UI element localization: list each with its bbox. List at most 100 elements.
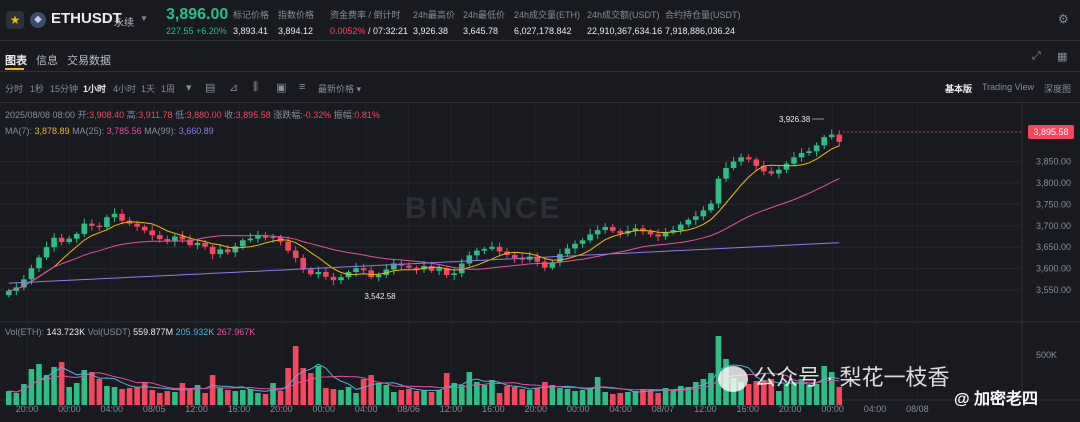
view-basic[interactable]: 基本版 <box>945 84 973 94</box>
time-tick-label: 00:00 <box>567 404 590 414</box>
timeframe-1d[interactable]: 1天 <box>141 84 156 94</box>
last-price: 3,896.00 <box>166 6 229 23</box>
high-annotation: 3,926.38 <box>779 115 811 124</box>
candle-body <box>783 163 790 170</box>
volume-bar <box>330 389 337 405</box>
volume-bar <box>768 379 775 405</box>
vol-ma1-value: 205.932K <box>175 327 215 337</box>
timeframe-1w[interactable]: 1周 <box>161 84 176 94</box>
vol-usdt-label: Vol(USDT) <box>87 327 131 337</box>
candle-body <box>715 178 722 204</box>
symbol-dropdown-icon[interactable]: ▼ <box>140 14 148 23</box>
candle-body <box>217 249 223 255</box>
candle-body <box>489 246 495 249</box>
favorite-star-icon[interactable]: ★ <box>6 11 24 29</box>
volume-bar <box>428 392 435 405</box>
candle-body <box>828 134 835 138</box>
stat-value: 3,893.41 <box>233 26 269 36</box>
candle-body <box>141 226 148 231</box>
candle-style-icon[interactable]: ⫼ <box>253 81 259 93</box>
time-tick-label: 04:00 <box>355 404 378 414</box>
volume-bar <box>307 373 314 405</box>
volume-tick-label: 500K <box>1036 350 1057 360</box>
candle-body <box>353 268 359 273</box>
ma7-label: MA(7): <box>5 126 32 136</box>
volume-bar <box>655 393 661 405</box>
time-tick-label: 20:00 <box>16 404 39 414</box>
volume-bar <box>141 382 148 405</box>
candle-body <box>708 203 714 211</box>
candle-body <box>662 232 669 237</box>
candle-body <box>270 236 276 238</box>
volume-bar <box>5 391 12 405</box>
timeframe-dropdown-icon[interactable]: ▾ <box>186 82 192 94</box>
funding-rate-value: 0.0052% <box>330 26 366 36</box>
time-tick-label: 16:00 <box>482 404 505 414</box>
volume-bar <box>285 368 291 405</box>
layout-icon[interactable]: ▣ <box>276 82 287 94</box>
ma25-value: 3,785.56 <box>106 126 142 136</box>
tab-info[interactable]: 信息 <box>36 55 58 67</box>
candle-body <box>21 279 27 288</box>
view-depth[interactable]: 深度图 <box>1044 84 1072 94</box>
timeframe-1h[interactable]: 1小时 <box>83 84 107 94</box>
volume-bar <box>202 393 208 405</box>
high-value: 3,911.78 <box>138 110 173 120</box>
drawing-tools-icon[interactable]: ≡ <box>299 81 306 93</box>
volume-ma2-line <box>8 372 840 393</box>
chart-toolbar: 分时 1秒 15分钟 1小时 4小时 1天 1周 ▾ ▤ ⊿ ⫼ ▣ ≡ 最新价… <box>0 72 1080 103</box>
stat-label: 24h成交额(USDT) <box>587 10 660 20</box>
volume-bar <box>81 370 88 405</box>
volume-bar <box>338 390 344 405</box>
timeframe-time[interactable]: 分时 <box>5 84 24 94</box>
grid-layout-icon[interactable]: ▦ <box>1057 51 1068 63</box>
time-tick-label: 08/05 <box>143 404 166 414</box>
candle-body <box>73 233 80 239</box>
price-type-select[interactable]: 最新价格 ▾ <box>318 82 361 95</box>
candle-body <box>534 256 541 262</box>
volume-bar <box>806 385 812 405</box>
timeframe-4h[interactable]: 4小时 <box>113 84 137 94</box>
volume-bar <box>511 387 518 405</box>
volume-bar <box>111 387 118 405</box>
tab-trading-data[interactable]: 交易数据 <box>67 55 111 67</box>
stat-open-interest: 合约持仓量(USDT) 7,918,886,036.24 <box>665 8 741 36</box>
tab-chart[interactable]: 图表 <box>5 55 27 67</box>
chart-grid <box>0 102 1080 401</box>
time-tick-label: 04:00 <box>864 404 887 414</box>
candle-body <box>677 224 684 231</box>
volume-bar <box>542 382 548 405</box>
candle-body <box>300 257 307 270</box>
ma-legend: MA(7): 3,878.89 MA(25): 3,785.56 MA(99):… <box>5 126 214 136</box>
symbol-name[interactable]: ETHUSDT <box>51 10 122 27</box>
view-tradingview[interactable]: Trading View <box>982 82 1035 92</box>
candle-body <box>496 246 503 252</box>
ethereum-coin-icon: ◆ <box>30 12 46 28</box>
volume-bar <box>632 391 639 405</box>
expand-icon[interactable]: ⤢ <box>1032 50 1041 62</box>
indicator-icon[interactable]: ⊿ <box>229 82 239 94</box>
wechat-watermark-text: 公众号 · 梨花一枝香 <box>754 365 950 390</box>
volume-bar <box>315 366 322 405</box>
timeframe-15m[interactable]: 15分钟 <box>50 84 79 94</box>
volume-bar <box>247 389 254 405</box>
stat-24h-turnover: 24h成交额(USDT) 22,910,367,634.16 <box>587 8 662 36</box>
time-tick-label: 08/06 <box>397 404 420 414</box>
volume-bar <box>179 383 186 405</box>
change-value: -0.32% <box>302 110 332 120</box>
timeframe-1s[interactable]: 1秒 <box>30 84 45 94</box>
calendar-icon[interactable]: ▤ <box>205 82 216 94</box>
volume-bar <box>406 389 412 405</box>
volume-bar <box>194 385 201 405</box>
settings-icon[interactable]: ⚙ <box>1058 12 1069 26</box>
stat-value: 3,645.78 <box>463 26 499 36</box>
volume-bar <box>232 391 239 405</box>
volume-legend: Vol(ETH): 143.723K Vol(USDT) 559.877M 20… <box>5 327 255 337</box>
axis-labels: 3,550.00 3,600.00 3,650.00 3,700.00 3,750.00… <box>16 115 1071 414</box>
volume-bar <box>526 390 533 405</box>
time-tick-label: 08/07 <box>652 404 675 414</box>
candle-body <box>428 266 435 271</box>
ticker-header: ★ ◆ ETHUSDT 永续 ▼ 3,896.00 227.55 +6.20% … <box>0 0 1080 41</box>
stat-index-price: 指数价格 3,894.12 <box>278 8 314 36</box>
